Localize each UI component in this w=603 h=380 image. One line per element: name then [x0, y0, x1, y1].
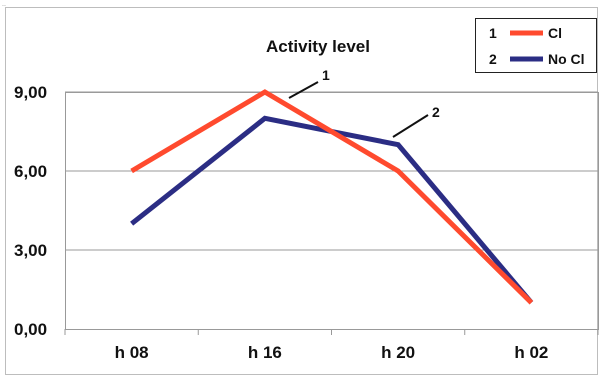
legend-key-2: 2 — [489, 51, 497, 67]
y-tick-label: 0,00 — [14, 320, 47, 339]
y-axis: 0,00 3,00 6,00 9,00 — [14, 83, 47, 339]
series-line-no-cl — [130, 115, 534, 305]
legend-label-cl: Cl — [548, 25, 562, 41]
annotation-2-label: 2 — [432, 104, 440, 120]
x-tick-label: h 08 — [115, 343, 149, 362]
legend-key-1: 1 — [489, 25, 497, 41]
legend: 1 Cl 2 No Cl — [475, 18, 597, 73]
y-tick-label: 3,00 — [14, 241, 47, 260]
x-tick-label: h 02 — [514, 343, 548, 362]
series-line-cl — [130, 89, 534, 305]
corner-mark: .. — [2, 1, 6, 8]
x-tick-label: h 16 — [248, 343, 282, 362]
chart-title: Activity level — [266, 37, 370, 56]
legend-box — [475, 18, 597, 73]
annotation-1-leader — [288, 81, 319, 99]
series-group — [130, 89, 534, 305]
chart-frame — [5, 7, 598, 375]
x-axis: h 08 h 16 h 20 h 02 — [64, 329, 599, 362]
x-tick-label: h 20 — [381, 343, 415, 362]
y-tick-label: 6,00 — [14, 162, 47, 181]
gridlines — [65, 91, 598, 251]
annotations: 1 2 — [288, 67, 440, 138]
annotation-1-label: 1 — [322, 67, 330, 83]
y-tick-label: 9,00 — [14, 83, 47, 102]
annotation-2-leader — [392, 114, 429, 138]
legend-label-no-cl: No Cl — [548, 51, 585, 67]
